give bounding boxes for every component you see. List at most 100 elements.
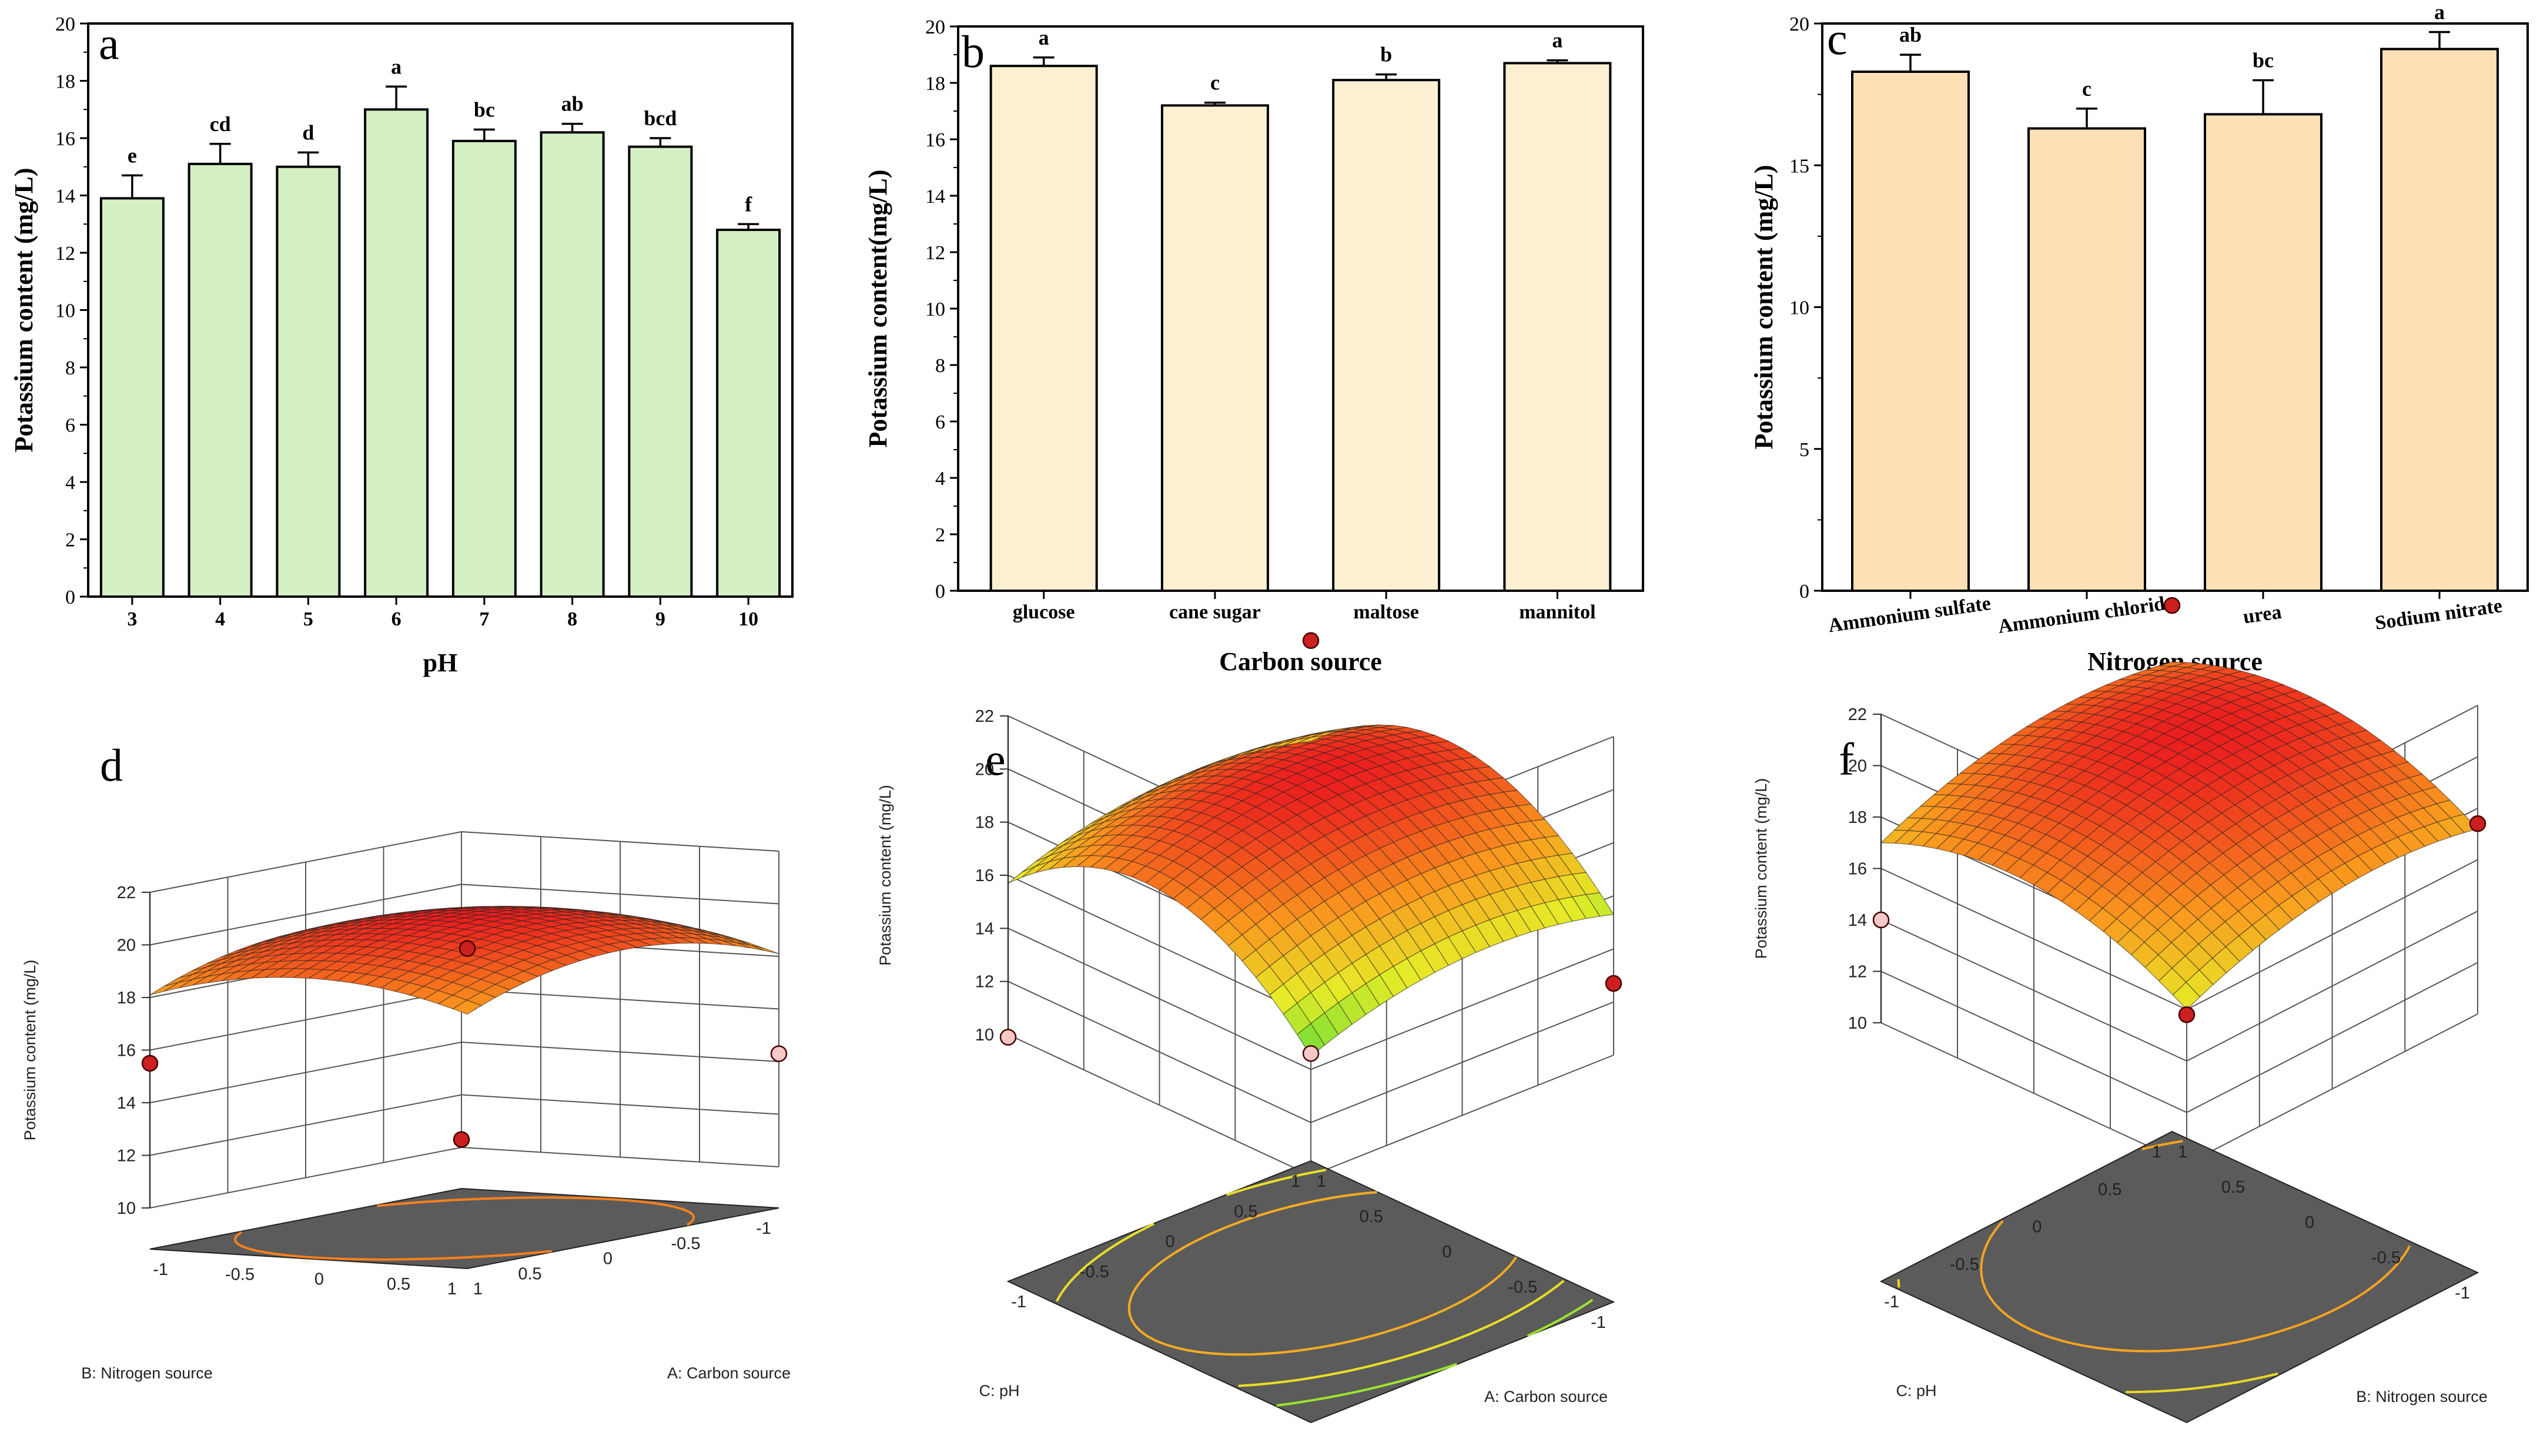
x-tick-label: urea bbox=[2242, 601, 2283, 628]
y-tick-label: 8 bbox=[65, 357, 75, 379]
z-tick-label: 20 bbox=[117, 936, 136, 955]
y-axis-title: C: pH bbox=[979, 1382, 1019, 1400]
y-tick-label: 0 bbox=[935, 581, 945, 603]
y-tick-label: 5 bbox=[1799, 439, 1809, 461]
x-tick-label: glucose bbox=[1013, 601, 1075, 623]
wall-grid-line bbox=[1880, 1022, 2187, 1164]
z-tick-label: 22 bbox=[117, 883, 136, 902]
floor-plane bbox=[149, 1187, 779, 1270]
wall-grid-line bbox=[1880, 919, 2187, 1062]
bar bbox=[2204, 113, 2323, 592]
panel-letter-e: e bbox=[985, 734, 1006, 785]
x-tick-label: 1 bbox=[1317, 1172, 1326, 1191]
x-tick-label: -1 bbox=[1884, 1293, 1899, 1311]
y-tick-label: 0.5 bbox=[1360, 1207, 1383, 1226]
z-tick-label: 18 bbox=[1848, 808, 1867, 827]
bar bbox=[1503, 62, 1612, 592]
floor-contour bbox=[1127, 1191, 1518, 1356]
floor-contour bbox=[377, 1196, 695, 1226]
z-tick-label: 20 bbox=[1848, 757, 1867, 776]
significance-letter: a bbox=[391, 55, 401, 78]
x-tick-label: 0.5 bbox=[1234, 1202, 1257, 1221]
significance-letter: d bbox=[302, 121, 314, 144]
x-axis-title: pH bbox=[423, 648, 458, 677]
floor-plane bbox=[1879, 1130, 2479, 1424]
z-tick-label: 16 bbox=[1848, 860, 1867, 879]
wall-grid-line bbox=[2186, 859, 2478, 1010]
design-point bbox=[2469, 815, 2487, 832]
x-tick-label: -0.5 bbox=[1950, 1255, 1979, 1274]
y-axis-title: C: pH bbox=[1896, 1382, 1936, 1400]
floor-contour bbox=[1238, 1280, 1565, 1387]
x-tick-label: Ammonium sulfate bbox=[1827, 593, 1992, 637]
significance-letter: c bbox=[1210, 71, 1220, 95]
z-axis-title: Potassium content (mg/L) bbox=[1752, 778, 1770, 959]
y-axis-title: Potassium content (mg/L) bbox=[1749, 165, 1778, 450]
x-tick-label: 0.5 bbox=[387, 1275, 410, 1294]
x-tick-label: 0.5 bbox=[2098, 1180, 2121, 1199]
bar bbox=[99, 197, 165, 598]
wall-grid-line bbox=[461, 883, 779, 905]
x-tick-label: 1 bbox=[2178, 1143, 2187, 1162]
floor-contour bbox=[2141, 1140, 2183, 1150]
bar bbox=[1851, 71, 1970, 592]
z-tick-label: 12 bbox=[117, 1147, 136, 1166]
z-tick-label: 22 bbox=[1848, 705, 1867, 724]
x-tick-label: 0 bbox=[2032, 1218, 2042, 1237]
x-tick-label: 5 bbox=[303, 608, 313, 630]
bar bbox=[2380, 48, 2499, 593]
bar-chart-ph: 0 2 4 6 8 10 12 14 16 18 20 e 3 cd 4 d 5 a 6 bc 7 ab 8 bcd 9 f 10 p… bbox=[9, 14, 794, 677]
z-tick-label: 14 bbox=[117, 1094, 136, 1113]
x-axis-title: B: Nitrogen source bbox=[2356, 1388, 2488, 1405]
x-tick-label: 1 bbox=[473, 1280, 483, 1298]
bar bbox=[540, 131, 605, 598]
wall-grid-line bbox=[461, 1042, 779, 1062]
wall-grid-line bbox=[1880, 970, 2187, 1113]
design-point bbox=[2178, 1006, 2196, 1023]
design-point bbox=[1302, 632, 1320, 650]
wall-grid-line bbox=[149, 883, 462, 946]
z-tick-label: 14 bbox=[975, 919, 994, 938]
x-tick-label: 8 bbox=[567, 608, 577, 630]
y-tick-label: 6 bbox=[935, 411, 945, 433]
y-tick-label: 20 bbox=[55, 14, 75, 35]
y-tick-label: 0 bbox=[1799, 581, 1809, 603]
wall-grid-line bbox=[461, 1147, 779, 1167]
design-point bbox=[770, 1045, 788, 1062]
floor-contour bbox=[1276, 1363, 1457, 1407]
z-tick-label: 12 bbox=[975, 973, 994, 992]
x-tick-label: 4 bbox=[215, 608, 225, 630]
x-axis-title: A: Carbon source bbox=[1484, 1388, 1608, 1405]
y-tick-label: 1 bbox=[447, 1280, 457, 1298]
bar bbox=[276, 165, 341, 598]
y-tick-label: 0 bbox=[2305, 1213, 2314, 1232]
bar bbox=[188, 162, 253, 598]
panel-letter-f: f bbox=[1839, 734, 1854, 785]
y-tick-label: 12 bbox=[925, 242, 945, 264]
y-tick-label: -0.5 bbox=[1508, 1278, 1537, 1297]
design-point bbox=[1605, 975, 1622, 992]
z-tick-label: 12 bbox=[1848, 963, 1867, 982]
y-tick-label: 18 bbox=[925, 73, 945, 95]
x-tick-label: -1 bbox=[1011, 1293, 1026, 1311]
floor-contour bbox=[1527, 1298, 1594, 1337]
z-tick-label: 10 bbox=[1848, 1014, 1867, 1033]
design-point bbox=[1302, 1045, 1320, 1062]
wall-grid-line bbox=[2186, 1013, 2478, 1164]
z-tick-label: 10 bbox=[975, 1026, 994, 1045]
z-tick-label: 14 bbox=[1848, 911, 1867, 930]
y-tick-label: 14 bbox=[925, 186, 945, 207]
significance-letter: bc bbox=[2253, 49, 2274, 72]
floor-contour bbox=[1980, 1220, 2411, 1353]
y-tick-label: 20 bbox=[925, 16, 945, 38]
surface-cell bbox=[452, 999, 483, 1015]
y-tick-label: 20 bbox=[1789, 14, 1809, 35]
y-tick-label: 0.5 bbox=[518, 1264, 541, 1283]
wall-grid-line bbox=[1008, 928, 1311, 1070]
panel-letter-a: a bbox=[99, 18, 119, 69]
significance-letter: bc bbox=[474, 98, 495, 121]
y-tick-label: 0 bbox=[1442, 1243, 1451, 1261]
bar bbox=[716, 229, 781, 598]
y-axis-title: Potassium content (mg/L) bbox=[9, 168, 38, 453]
